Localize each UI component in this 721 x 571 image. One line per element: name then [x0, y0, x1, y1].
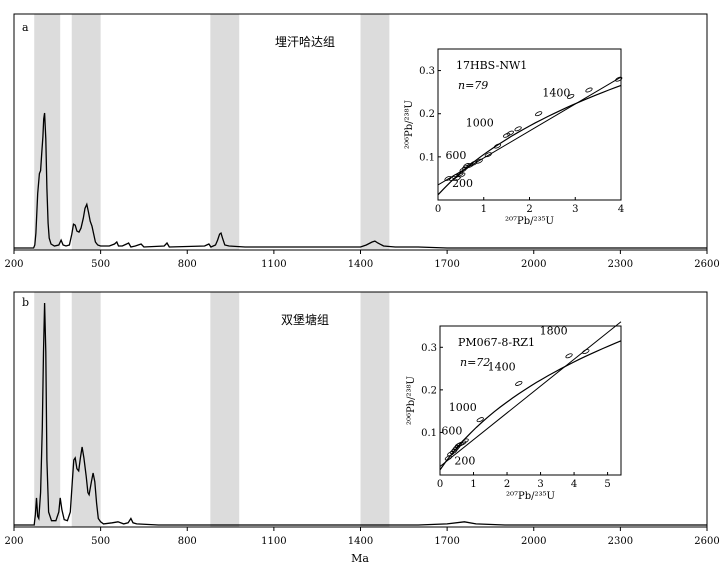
zircon-ellipse — [506, 130, 514, 136]
inset-x-tick-label: 4 — [618, 204, 624, 215]
zircon-ellipse — [484, 152, 492, 158]
x-tick-label: 2000 — [521, 536, 546, 547]
zircon-ellipse — [458, 172, 466, 178]
panel-label: a — [22, 21, 29, 34]
inset-x-tick-label: 2 — [504, 479, 510, 490]
age-band — [360, 14, 390, 250]
age-band — [210, 14, 240, 250]
x-axis-label: Ma — [351, 552, 369, 565]
zircon-ellipse — [493, 143, 502, 149]
inset-x-tick-label: 3 — [572, 204, 578, 215]
x-tick-label: 2600 — [694, 536, 719, 547]
discordia-line — [439, 321, 622, 467]
x-tick-label: 2300 — [608, 259, 633, 270]
inset-y-tick-label: 0.3 — [419, 66, 435, 77]
inset-y-label: ²⁰⁶Pb/²³⁸U — [406, 376, 417, 425]
panel-title: 埋汗哈达组 — [275, 35, 335, 49]
x-tick-label: 2300 — [608, 536, 633, 547]
zircon-ellipse — [476, 417, 484, 423]
panel-a: a 埋汗哈达组 200 500 800 1100 1400 1700 2000 2300 260… — [4, 13, 720, 270]
zircon-ellipse — [535, 111, 543, 117]
concordia-age-label: 1400 — [488, 361, 516, 374]
inset-x-tick-label: 3 — [537, 479, 543, 490]
zircon-ellipse — [515, 381, 523, 386]
concordia-age-label: 200 — [452, 177, 473, 190]
inset-x-label: ²⁰⁷Pb/²³⁵U — [505, 216, 554, 227]
zircon-ellipse — [502, 132, 511, 138]
zircon-ellipse — [470, 160, 478, 166]
concordia-age-label: 1400 — [542, 86, 570, 99]
inset-x-tick-label: 1 — [481, 204, 487, 215]
inset-x-tick-label: 0 — [435, 204, 441, 215]
x-tick-label: 1100 — [261, 259, 286, 270]
zircon-ellipse — [475, 158, 483, 164]
age-band — [210, 292, 240, 527]
x-tick-label: 2000 — [521, 259, 546, 270]
x-tick-label: 1700 — [434, 259, 459, 270]
inset-y-tick-label: 0.1 — [421, 428, 437, 439]
inset-frame — [437, 48, 622, 201]
zircon-ellipse — [567, 93, 575, 99]
zircon-ellipse — [466, 163, 474, 168]
zircon-ellipse — [514, 126, 522, 132]
concordia-age-label: 1000 — [449, 401, 477, 414]
x-tick-label: 1400 — [348, 536, 373, 547]
age-bands — [34, 14, 390, 527]
inset-x-tick-label: 5 — [604, 479, 610, 490]
x-tick-label: 200 — [4, 536, 23, 547]
inset-frame — [439, 325, 622, 476]
concordia-curve — [439, 340, 622, 471]
concordia-age-label: 600 — [441, 425, 462, 438]
concordia-age-label: 1000 — [466, 117, 494, 130]
inset-y-tick-label: 0.2 — [421, 385, 437, 396]
age-band — [71, 292, 101, 527]
sample-name: PM067-8-RZ1 — [458, 336, 535, 349]
age-band — [71, 14, 101, 250]
concordia-inset: 0 1 2 3 4 0.1 0.2 0.3 ²⁰⁷Pb/²³⁵U ²⁰⁶Pb/²³⁸U 17HBS-… — [404, 48, 624, 227]
age-band — [34, 292, 61, 527]
inset-y-label: ²⁰⁶Pb/²³⁸U — [404, 100, 415, 149]
inset-y-tick-label: 0.1 — [419, 152, 435, 163]
zircon-ellipse — [565, 353, 573, 359]
inset-x-tick-label: 4 — [571, 479, 577, 490]
concordia-age-label: 200 — [454, 454, 475, 467]
panel-label: b — [22, 296, 29, 309]
concordia-age-label: 1800 — [540, 325, 568, 338]
inset-x-tick-label: 1 — [470, 479, 476, 490]
inset-x-tick-label: 0 — [437, 479, 443, 490]
zircon-ellipse — [461, 438, 469, 444]
sample-count: n=79 — [458, 79, 488, 92]
x-tick-label: 500 — [91, 259, 110, 270]
panel-title: 双堡塘组 — [281, 312, 329, 327]
inset-y-tick-label: 0.3 — [421, 343, 437, 354]
inset-x-tick-label: 2 — [526, 204, 532, 215]
x-tick-label: 500 — [91, 536, 110, 547]
concordia-inset: 0 1 2 3 4 5 0.1 0.2 0.3 ²⁰⁷Pb/²³⁵U ²⁰⁶Pb/²³⁸U PM067… — [406, 321, 622, 502]
x-tick-label: 1400 — [348, 259, 373, 270]
x-tick-label: 1700 — [434, 536, 459, 547]
sample-count: n=72 — [460, 356, 490, 369]
zircon-ellipse — [582, 349, 590, 355]
zircon-ellipse — [444, 455, 453, 461]
age-band — [360, 292, 390, 527]
kde-curve — [14, 112, 707, 249]
inset-x-label: ²⁰⁷Pb/²³⁵U — [506, 491, 555, 502]
x-axis-ticks: 200 500 800 1100 1400 1700 2000 2300 2600 — [4, 250, 720, 270]
panel-b: b 双堡塘组 200 500 800 1100 1400 1700 2000 2300 2600… — [4, 291, 720, 547]
x-tick-label: 2600 — [694, 259, 719, 270]
sample-name: 17HBS-NW1 — [456, 59, 527, 72]
x-tick-label: 200 — [4, 259, 23, 270]
inset-y-tick-label: 0.2 — [419, 109, 435, 120]
x-axis-ticks: 200 500 800 1100 1400 1700 2000 2300 2600 — [4, 527, 720, 547]
x-tick-label: 800 — [178, 259, 197, 270]
kde-curve — [14, 302, 707, 526]
zircon-ellipse — [615, 76, 623, 82]
zircon-ellipse — [585, 87, 593, 93]
x-tick-label: 800 — [178, 536, 197, 547]
concordia-age-label: 600 — [445, 149, 466, 162]
x-tick-label: 1100 — [261, 536, 286, 547]
